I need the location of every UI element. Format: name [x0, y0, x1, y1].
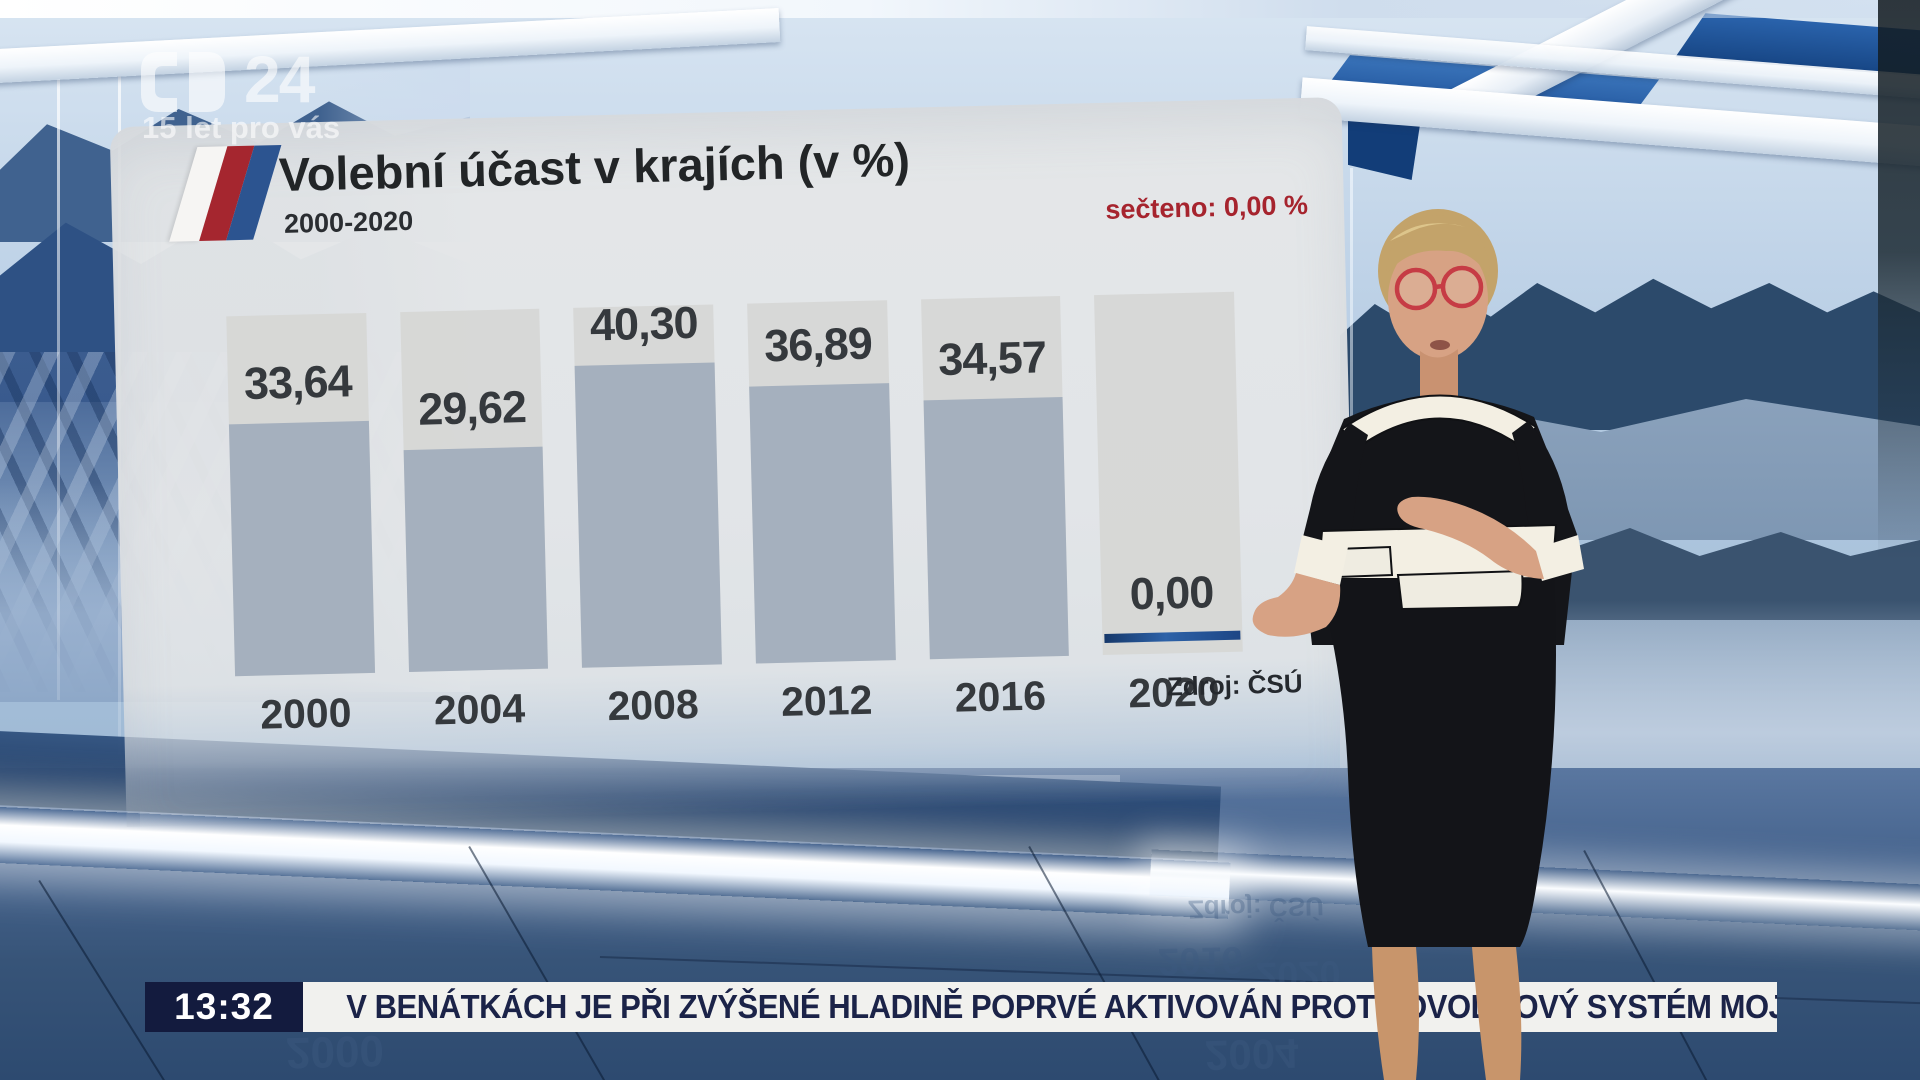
bar-year-label: 2012	[780, 676, 873, 725]
bar-value-label: 40,30	[589, 296, 699, 351]
chart-subtitle: 2000-2020	[283, 205, 414, 239]
hair-highlight	[1390, 223, 1465, 241]
ceiling-light-band	[0, 0, 1920, 18]
bar-2008: 40,30 2008	[573, 297, 724, 737]
presenter-figure	[1252, 209, 1584, 1080]
white-cuff	[1294, 535, 1348, 585]
bar-fill	[574, 362, 722, 668]
chart-panel: Volební účast v krajích (v %) 2000-2020 …	[109, 97, 1359, 827]
glass-seam-line	[57, 60, 60, 700]
presenter-leg	[1372, 947, 1419, 1080]
dress-skirt	[1318, 577, 1556, 947]
dress-sleeve	[1302, 423, 1368, 553]
bar-track: 29,62	[399, 308, 549, 673]
bar-2020: 0,00 2020	[1094, 291, 1244, 725]
bar-value-label: 0,00	[1129, 566, 1214, 620]
bar-year-label: 2000	[259, 689, 353, 738]
bar-track: 36,89	[747, 300, 896, 664]
zero-value-line	[1104, 630, 1241, 643]
bar-2004: 29,62 2004	[399, 308, 550, 742]
bar-fill	[228, 420, 375, 677]
chart-title: Volební účast v krajích (v %)	[278, 132, 911, 202]
floor-reflection-text: 2016	[1157, 937, 1244, 983]
bar-fill	[749, 383, 896, 664]
bar-fill	[1103, 651, 1243, 656]
bar-value-label: 34,57	[937, 331, 1047, 385]
flag-icon	[164, 144, 282, 242]
bar-track: 0,00	[1094, 291, 1243, 656]
presenter-hand	[1397, 496, 1544, 579]
bar-year-label: 2004	[433, 685, 526, 734]
bar-2016: 34,57 2016	[920, 295, 1071, 729]
presenter-hand	[1252, 573, 1341, 637]
pocket-flap	[1396, 569, 1524, 611]
bar-fill	[403, 446, 549, 673]
ct24-logo: 24	[138, 42, 315, 116]
bar-track: 33,64	[226, 312, 375, 677]
bar-chart: 33,64 2000 29,62 2004 40,30	[226, 291, 1244, 746]
presenter-neck	[1420, 349, 1458, 402]
bar-value-label: 36,89	[763, 317, 873, 372]
bar-value-label: 33,64	[243, 355, 353, 409]
white-cuff	[1534, 535, 1584, 581]
ct24-tagline: 15 let pro vás	[142, 110, 341, 145]
ticker-headline: V BENÁTKÁCH JE PŘI ZVÝŠENÉ HLADINĚ POPRV…	[346, 988, 1777, 1025]
bar-track: 34,57	[920, 295, 1070, 660]
bar-value-label: 29,62	[417, 381, 527, 435]
ticker-headline-bar: V BENÁTKÁCH JE PŘI ZVÝŠENÉ HLADINĚ POPRV…	[303, 982, 1777, 1032]
presenter-leg	[1472, 947, 1522, 1080]
ct24-number: 24	[244, 42, 315, 116]
ticker-clock: 13:32	[145, 982, 303, 1032]
red-glasses	[1394, 265, 1484, 311]
dress-sleeve	[1512, 421, 1578, 551]
ct-brackets-icon	[138, 50, 236, 114]
presenter-mouth	[1430, 340, 1450, 350]
floor-reflection-text: 2000	[285, 1025, 385, 1078]
bar-year-label: 2008	[606, 680, 700, 730]
right-dark-edge	[1878, 0, 1920, 560]
bar-2000: 33,64 2000	[226, 312, 376, 746]
bar-track: 40,30	[573, 297, 722, 668]
news-ticker: 13:32 V BENÁTKÁCH JE PŘI ZVÝŠENÉ HLADINĚ…	[145, 982, 1777, 1032]
bar-year-label: 2016	[954, 672, 1047, 721]
bar-2012: 36,89 2012	[747, 300, 897, 733]
bar-fill	[923, 396, 1070, 660]
